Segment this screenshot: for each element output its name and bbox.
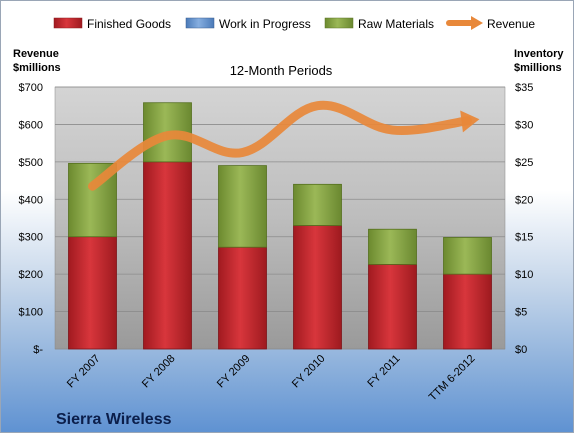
left-tick-label: $200 — [19, 269, 43, 281]
right-axis: $0 $5 $10 $15 $20 $25 $30 $35 — [515, 82, 533, 356]
x-tick-label: FY 2008 — [140, 353, 178, 391]
legend-label-raw-materials: Raw Materials — [358, 17, 434, 31]
bar-raw-materials — [293, 183, 342, 226]
bar-finished-goods — [368, 264, 417, 350]
bar-finished-goods — [293, 225, 342, 350]
left-tick-label: $600 — [19, 119, 43, 131]
right-tick-label: $10 — [515, 269, 533, 281]
bar-finished-goods — [143, 161, 192, 350]
right-axis-title-line2: $millions — [514, 62, 562, 74]
x-tick-label: FY 2011 — [365, 353, 402, 390]
revenue-line-layer — [88, 100, 480, 191]
left-axis: $- $100 $200 $300 $400 $500 $600 $700 — [19, 82, 44, 356]
left-tick-label: $300 — [19, 232, 43, 244]
left-axis-title-line2: $millions — [13, 62, 61, 74]
bar-finished-goods — [218, 246, 267, 350]
x-tick-label: FY 2010 — [290, 353, 328, 391]
bar-raw-materials — [368, 228, 417, 265]
legend-label-work-in-progress: Work in Progress — [219, 17, 311, 31]
legend-swatch-finished-goods — [53, 17, 83, 29]
right-tick-label: $30 — [515, 119, 533, 131]
x-tick-label: TTM 6-2012 — [427, 353, 478, 404]
right-tick-label: $5 — [515, 307, 527, 319]
bar-finished-goods — [68, 236, 117, 350]
bar-raw-materials — [443, 237, 492, 275]
chart-title: 12-Month Periods — [230, 63, 333, 78]
right-tick-label: $25 — [515, 157, 533, 169]
x-axis: FY 2007 FY 2008 FY 2009 FY 2010 FY 2011 TTM 6… — [65, 353, 478, 404]
revenue-line — [88, 100, 472, 191]
legend-swatch-raw-materials — [324, 17, 354, 29]
right-tick-label: $15 — [515, 232, 533, 244]
legend: Finished Goods Work in Progress Raw Mate… — [53, 16, 535, 31]
x-tick-label: FY 2009 — [215, 353, 253, 391]
right-tick-label: $0 — [515, 344, 527, 356]
x-tick-label: FY 2007 — [65, 353, 103, 391]
legend-label-revenue: Revenue — [487, 17, 535, 31]
company-name: Sierra Wireless — [56, 411, 172, 428]
left-axis-title-line1: Revenue — [13, 48, 59, 60]
right-tick-label: $20 — [515, 194, 533, 206]
left-tick-label: $- — [33, 344, 43, 356]
right-tick-label: $35 — [515, 82, 533, 94]
grid — [55, 86, 505, 350]
left-tick-label: $700 — [19, 82, 43, 94]
right-axis-title-line1: Inventory — [514, 48, 564, 60]
bar-finished-goods — [443, 273, 492, 350]
left-tick-label: $400 — [19, 194, 43, 206]
left-tick-label: $100 — [19, 307, 43, 319]
legend-swatch-revenue — [446, 16, 483, 30]
revenue-arrowhead — [460, 110, 480, 133]
legend-swatch-work-in-progress — [185, 17, 215, 29]
bar-raw-materials — [218, 165, 267, 248]
legend-label-finished-goods: Finished Goods — [87, 17, 171, 31]
left-tick-label: $500 — [19, 157, 43, 169]
